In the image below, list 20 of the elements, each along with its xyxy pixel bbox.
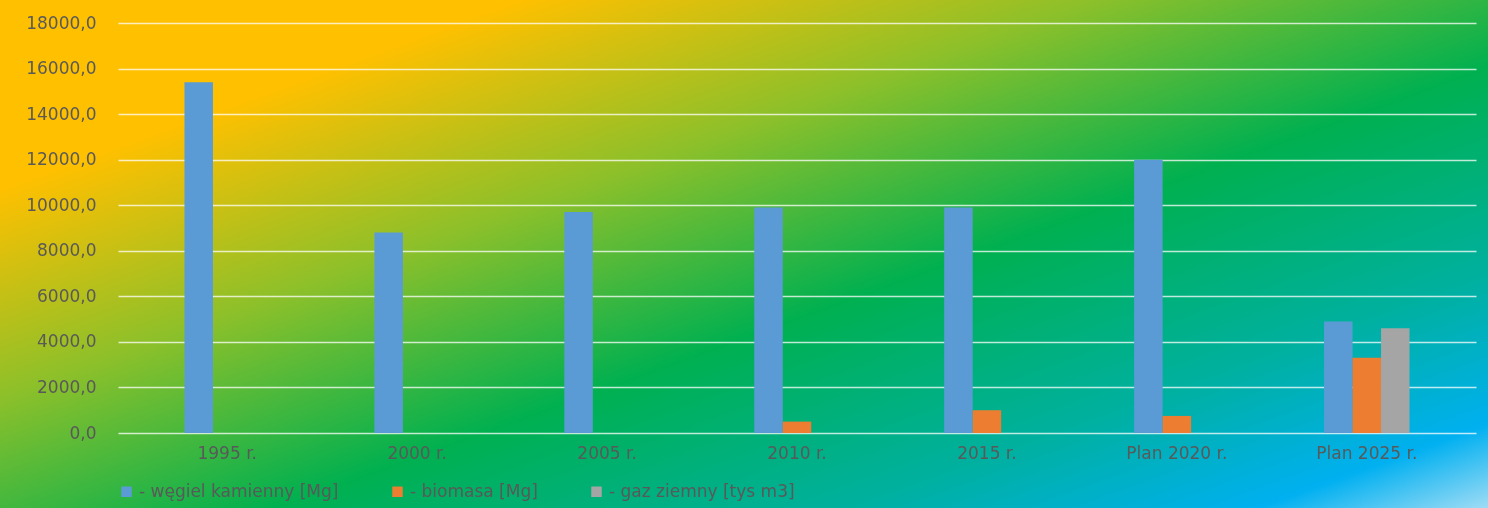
y-tick-label: 14000,0 [26, 103, 97, 124]
legend-label: - węgiel kamienny [Mg] [139, 480, 339, 501]
y-tick-label: 0,0 [69, 422, 97, 443]
x-tick-label: Plan 2020 r. [1126, 442, 1228, 463]
y-tick-label: 18000,0 [26, 12, 97, 33]
y-tick-label: 10000,0 [26, 194, 97, 215]
y-tick-label: 4000,0 [37, 331, 97, 352]
y-tick-label: 8000,0 [37, 240, 97, 261]
y-tick-label: 16000,0 [26, 58, 97, 79]
legend-label: - gaz ziemny [tys m3] [609, 480, 795, 501]
x-tick-label: 2015 r. [957, 442, 1017, 463]
x-tick-label: 2005 r. [577, 442, 637, 463]
legend-label: - biomasa [Mg] [410, 480, 538, 501]
x-tick-label: 1995 r. [197, 442, 257, 463]
x-tick-label: 2010 r. [767, 442, 827, 463]
y-tick-label: 2000,0 [37, 376, 97, 397]
y-tick-label: 12000,0 [26, 149, 97, 170]
x-tick-label: 2000 r. [387, 442, 447, 463]
y-tick-label: 6000,0 [37, 285, 97, 306]
x-tick-label: Plan 2025 r. [1316, 442, 1418, 463]
